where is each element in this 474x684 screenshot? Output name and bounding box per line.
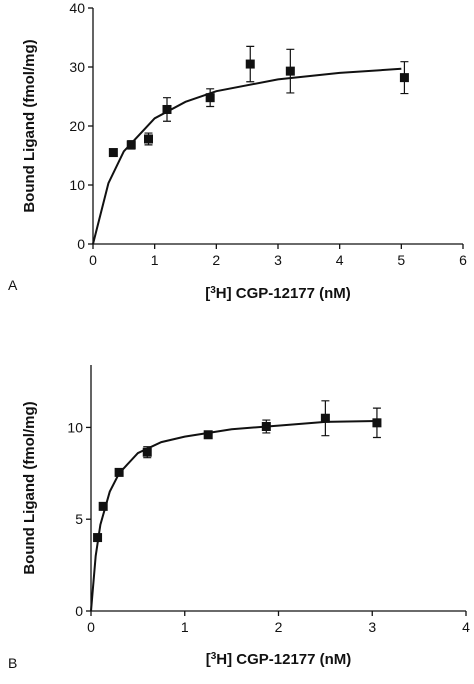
x-tick-label: 5	[397, 252, 405, 268]
x-axis-label-part: [	[205, 285, 210, 302]
panel-label: B	[8, 655, 17, 671]
x-axis-label-part: [	[206, 651, 211, 668]
x-tick-label: 4	[462, 619, 470, 635]
data-point	[205, 93, 215, 103]
x-tick-label: 4	[336, 252, 344, 268]
fit-curve	[92, 67, 402, 245]
x-axis-label-part: 3	[211, 651, 217, 662]
x-tick-label: 1	[151, 252, 159, 268]
x-tick-label: 3	[274, 252, 282, 268]
y-tick-label: 0	[77, 236, 85, 252]
data-point	[98, 501, 108, 511]
data-point	[285, 66, 295, 76]
y-tick-label: 10	[69, 177, 85, 193]
x-tick-label: 3	[368, 619, 376, 635]
y-tick-label: 0	[75, 603, 83, 619]
x-axis-label: [3H] CGP-12177 (nM)	[206, 651, 352, 669]
y-tick-label: 5	[75, 511, 83, 527]
x-axis-label-part: H] CGP-12177 (nM)	[216, 651, 351, 668]
x-tick-label: 0	[87, 619, 95, 635]
x-tick-label: 0	[89, 252, 97, 268]
data-point	[372, 418, 382, 428]
x-tick-label: 6	[459, 252, 467, 268]
fit-curve	[90, 419, 377, 612]
y-axis-label: Bound Ligand (fmol/mg)	[21, 39, 38, 212]
x-tick-label: 2	[212, 252, 220, 268]
y-tick-label: 10	[67, 419, 83, 435]
data-point	[142, 447, 152, 457]
y-tick-label: 40	[69, 0, 85, 16]
y-axis-label: Bound Ligand (fmol/mg)	[21, 401, 38, 574]
x-axis-label-part: 3	[210, 285, 216, 296]
data-point	[320, 413, 330, 423]
x-axis-label: [3H] CGP-12177 (nM)	[205, 285, 351, 303]
y-tick-label: 30	[69, 59, 85, 75]
panel-label: A	[8, 277, 18, 293]
data-point	[203, 430, 213, 440]
data-point	[162, 104, 172, 114]
x-axis-label-part: H] CGP-12177 (nM)	[216, 285, 351, 302]
data-point	[245, 59, 255, 69]
x-tick-label: 1	[181, 619, 189, 635]
y-tick-label: 20	[69, 118, 85, 134]
data-point	[399, 73, 409, 83]
data-point	[108, 148, 118, 158]
data-point	[144, 134, 153, 144]
x-tick-label: 2	[275, 619, 283, 635]
